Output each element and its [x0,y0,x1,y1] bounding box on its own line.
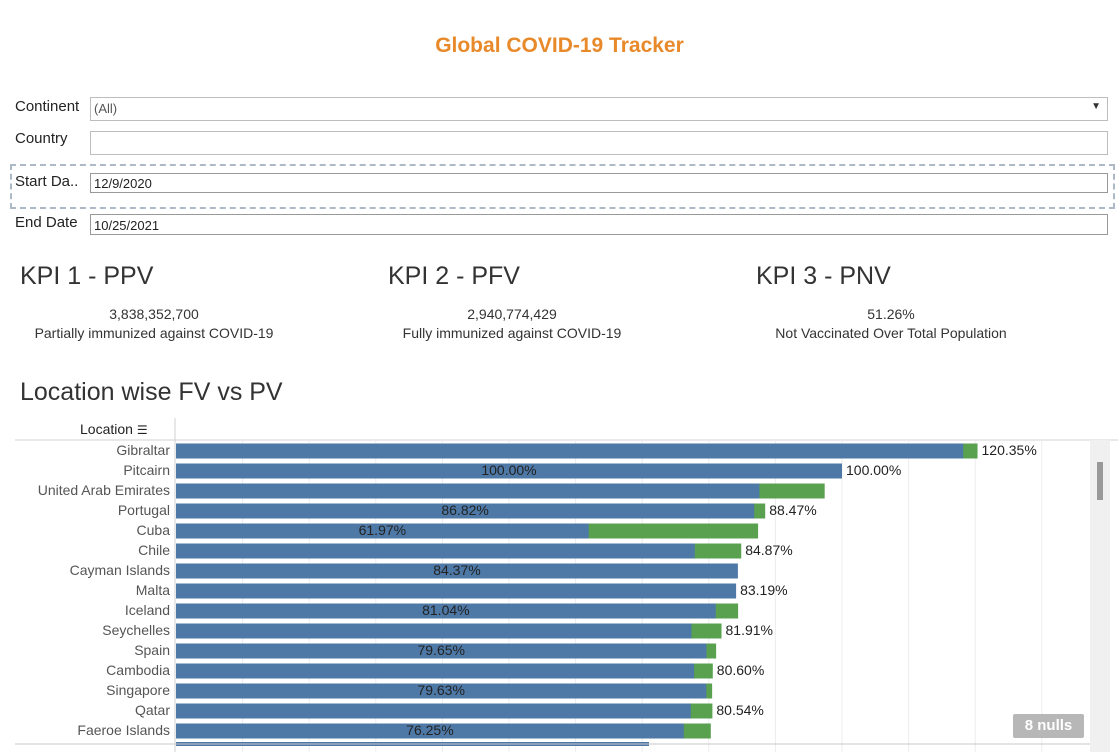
pv-data-label: 80.54% [716,702,763,718]
start-date-label: Start Da.. [15,173,79,190]
country-input[interactable] [90,131,1108,155]
location-axis-header[interactable]: Location ☰ [80,421,148,437]
kpi2-caption: Fully immunized against COVID-19 [402,325,622,341]
fv-bar[interactable] [176,623,692,639]
fv-data-label: 100.00% [481,462,536,478]
category-label: Cayman Islands [70,562,170,578]
category-label: Cambodia [106,662,170,678]
fv-bar[interactable] [176,583,737,599]
scrollbar-track[interactable] [1090,440,1110,752]
pv-data-label: 83.19% [740,582,787,598]
fv-bar[interactable] [176,503,755,519]
fv-bar[interactable] [176,603,716,619]
fv-bar[interactable] [176,523,589,539]
pv-data-label: 84.87% [745,542,792,558]
section-title: Location wise FV vs PV [20,378,283,406]
kpi1-caption: Partially immunized against COVID-19 [34,325,274,341]
fv-bar[interactable] [176,643,707,659]
category-label: Cuba [137,522,171,538]
fv-data-label: 84.37% [433,562,480,578]
category-label: Chile [138,542,170,558]
fv-bar[interactable] [176,483,760,499]
fv-bar[interactable] [176,663,695,679]
pv-data-label: 120.35% [982,442,1037,458]
kpi3-caption: Not Vaccinated Over Total Population [775,325,1007,341]
kpi3-title: KPI 3 - PNV [756,262,891,290]
kpi2-title: KPI 2 - PFV [388,262,520,290]
start-date-selection [10,164,1115,209]
category-label: Iceland [125,602,170,618]
category-label: Portugal [118,502,170,518]
category-label: United Arab Emirates [38,482,170,498]
fv-bar[interactable] [176,563,738,579]
category-label: Seychelles [102,622,170,638]
pv-data-label: 88.47% [769,502,816,518]
fv-bar[interactable] [176,443,964,459]
end-date-input[interactable]: 10/25/2021 [90,214,1108,235]
fv-bar[interactable] [176,723,684,739]
continent-value: (All) [94,101,118,116]
fv-bar[interactable] [176,703,691,719]
continent-dropdown[interactable]: (All) ▼ [90,97,1108,121]
category-label: Qatar [135,702,170,718]
end-date-label: End Date [15,214,78,231]
pv-data-label: 81.91% [726,622,773,638]
category-label: Gibraltar [116,442,170,458]
location-header-label: Location [80,421,133,437]
fv-data-label: 61.97% [359,522,406,538]
fv-bar[interactable] [176,463,842,479]
fv-data-label: 81.04% [422,602,469,618]
continent-label: Continent [15,98,80,115]
kpi1-value: 3,838,352,700 [109,306,199,322]
category-label: Spain [134,642,170,658]
fv-data-label: 79.63% [417,682,464,698]
fv-data-label: 76.25% [406,722,453,738]
fv-bar[interactable] [176,683,707,699]
dashboard-title: Global COVID-19 Tracker [435,34,684,57]
fv-bar[interactable] [176,543,695,559]
category-label: Malta [136,582,170,598]
chevron-down-icon[interactable]: ▼ [1091,101,1101,112]
category-label: Singapore [106,682,170,698]
kpi2-value: 2,940,774,429 [467,306,557,322]
country-label: Country [15,130,68,147]
pv-data-label: 100.00% [846,462,901,478]
fv-data-label: 86.82% [441,502,488,518]
nulls-badge[interactable]: 8 nulls [1013,714,1084,738]
fv-data-label: 79.65% [417,642,464,658]
start-date-input[interactable]: 12/9/2020 [90,173,1108,193]
category-label: Faeroe Islands [77,722,170,738]
scrollbar-thumb[interactable] [1097,462,1103,500]
location-bar-chart: 120.35% 100.00% 100.00% 86.82% 88.47% 61.97% 8… [15,418,1118,752]
kpi3-value: 51.26% [867,306,915,322]
pv-data-label: 80.60% [717,662,764,678]
sort-icon[interactable]: ☰ [136,423,148,437]
kpi1-title: KPI 1 - PPV [20,262,154,290]
category-label: Pitcairn [123,462,170,478]
